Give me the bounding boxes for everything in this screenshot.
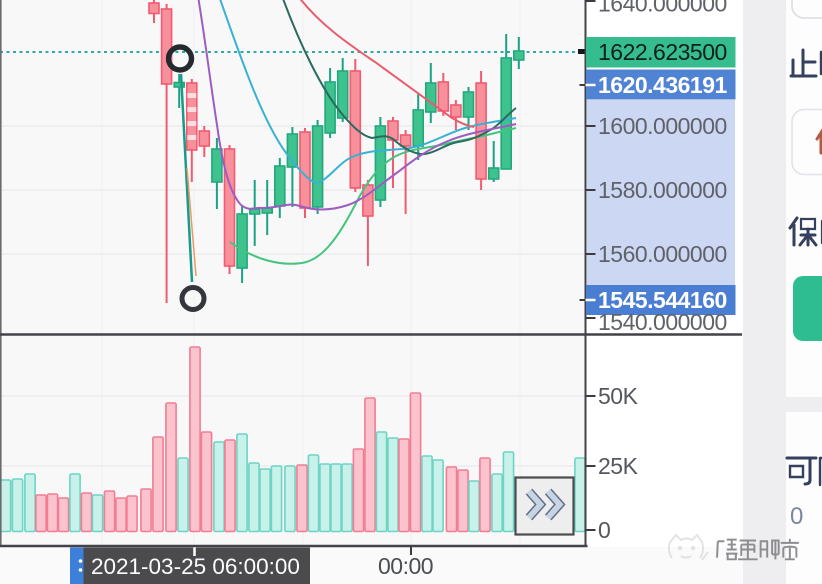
svg-text:2021-03-25 06:00:00: 2021-03-25 06:00:00 xyxy=(91,554,300,579)
svg-text:1580.000000: 1580.000000 xyxy=(598,177,727,203)
svg-text:0: 0 xyxy=(598,517,610,543)
svg-text:0: 0 xyxy=(790,503,803,530)
svg-text:1540.000000: 1540.000000 xyxy=(598,309,727,335)
svg-text:1600.000000: 1600.000000 xyxy=(598,113,727,139)
svg-text:1620.436191: 1620.436191 xyxy=(598,72,728,98)
svg-text:50K: 50K xyxy=(598,383,639,409)
svg-text:1622.623500: 1622.623500 xyxy=(598,39,727,65)
svg-text:1560.000000: 1560.000000 xyxy=(598,241,727,267)
svg-text:1640.000000: 1640.000000 xyxy=(598,0,727,17)
svg-text:1545.544160: 1545.544160 xyxy=(598,287,727,313)
svg-text:25K: 25K xyxy=(598,453,639,479)
svg-text:00:00: 00:00 xyxy=(378,553,433,579)
